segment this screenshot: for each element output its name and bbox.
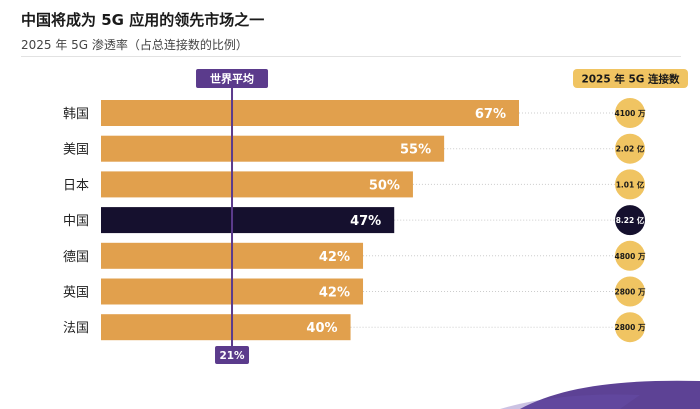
connections-header-pill bbox=[573, 69, 688, 88]
category-label: 日本 bbox=[63, 178, 89, 193]
decorative-corner-shape bbox=[500, 380, 700, 409]
bar-value-label: 67% bbox=[475, 107, 506, 122]
category-label: 中国 bbox=[63, 214, 89, 229]
connection-circle bbox=[615, 276, 645, 307]
chart-title: 中国将成为 5G 应用的领先市场之一 bbox=[21, 11, 265, 29]
connections-header-label: 2025 年 5G 连接数 bbox=[581, 73, 680, 86]
bar-value-label: 40% bbox=[306, 321, 337, 336]
bar bbox=[101, 171, 413, 198]
bar-value-label: 42% bbox=[319, 250, 350, 265]
world-average-label: 世界平均 bbox=[210, 72, 254, 86]
connection-value: 2.02 亿 bbox=[616, 144, 645, 154]
connection-value: 8.22 亿 bbox=[616, 215, 645, 225]
world-average-value-badge bbox=[215, 346, 250, 364]
connection-circle bbox=[615, 133, 645, 164]
header-divider bbox=[21, 56, 681, 57]
connection-circle bbox=[615, 169, 645, 200]
bar-value-label: 47% bbox=[350, 214, 381, 229]
connection-value: 2800 万 bbox=[615, 323, 646, 332]
bar-value-label: 42% bbox=[319, 286, 350, 301]
bar bbox=[101, 135, 445, 162]
chart-subtitle: 2025 年 5G 渗透率（占总连接数的比例） bbox=[21, 38, 248, 52]
connection-circle bbox=[615, 312, 645, 343]
connection-circle bbox=[615, 240, 645, 271]
category-label: 法国 bbox=[63, 321, 89, 336]
world-average-badge bbox=[196, 69, 269, 88]
connection-value: 4100 万 bbox=[615, 109, 646, 118]
category-label: 美国 bbox=[63, 143, 89, 158]
connection-circle bbox=[615, 98, 645, 128]
connection-circle bbox=[615, 205, 645, 236]
category-label: 德国 bbox=[63, 250, 89, 265]
bar-value-label: 55% bbox=[400, 143, 431, 158]
category-label: 英国 bbox=[63, 286, 89, 301]
bar-value-label: 50% bbox=[369, 178, 400, 193]
connection-value: 2800 万 bbox=[615, 288, 646, 297]
bar bbox=[101, 314, 351, 341]
world-average-value: 21% bbox=[219, 350, 245, 362]
connection-value: 4800 万 bbox=[615, 252, 646, 261]
bar-highlight bbox=[101, 207, 395, 234]
connection-value: 1.01 亿 bbox=[616, 179, 645, 189]
category-label: 韩国 bbox=[63, 107, 89, 122]
bar bbox=[101, 100, 519, 126]
